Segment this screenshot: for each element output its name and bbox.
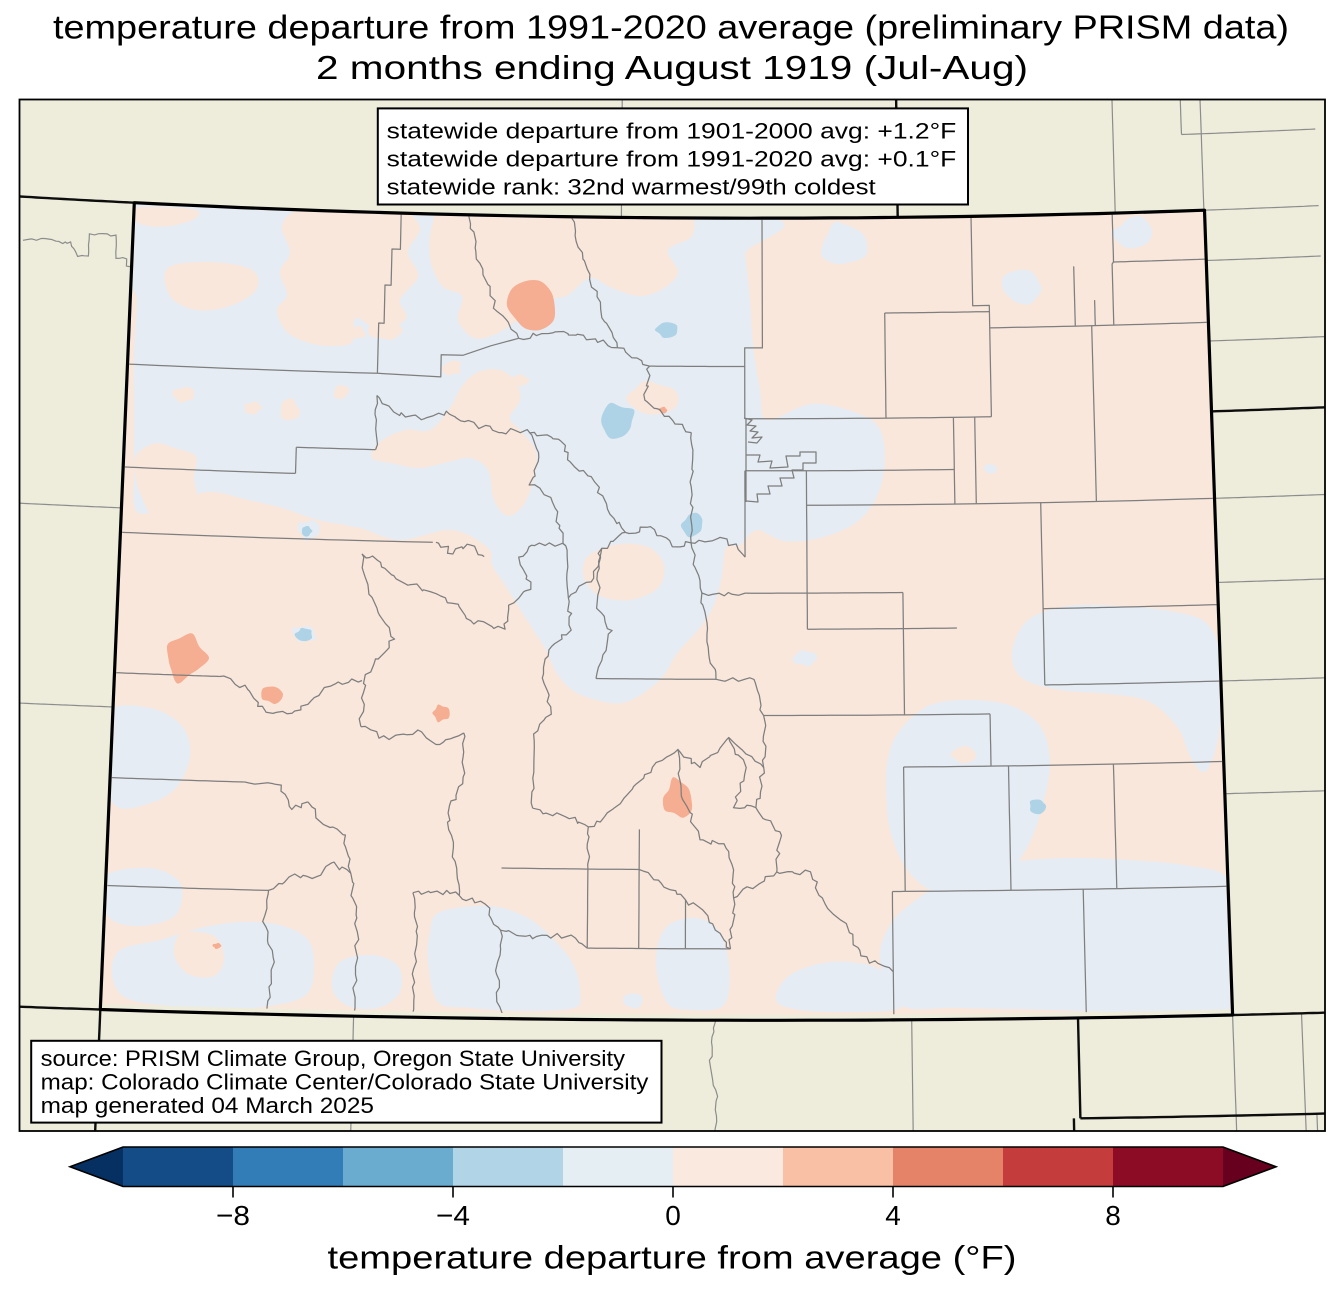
svg-text:−8: −8 [216,1200,250,1231]
svg-text:4: 4 [885,1200,901,1231]
svg-text:8: 8 [1105,1200,1121,1231]
svg-text:source: PRISM Climate Group, O: source: PRISM Climate Group, Oregon Stat… [41,1046,625,1071]
svg-text:0: 0 [665,1200,681,1231]
svg-text:map generated 04 March 2025: map generated 04 March 2025 [41,1093,374,1118]
svg-text:2 months ending August 1919 (J: 2 months ending August 1919 (Jul-Aug) [316,49,1028,86]
svg-text:map: Colorado Climate Center/C: map: Colorado Climate Center/Colorado St… [41,1069,649,1094]
svg-text:−4: −4 [436,1200,470,1231]
svg-text:statewide departure from 1991-: statewide departure from 1991-2020 avg: … [387,147,957,172]
svg-text:temperature departure from ave: temperature departure from average (°F) [328,1240,1017,1276]
svg-text:statewide departure from 1901-: statewide departure from 1901-2000 avg: … [387,119,957,144]
svg-text:statewide rank: 32nd warmest/9: statewide rank: 32nd warmest/99th coldes… [387,175,876,200]
svg-text:temperature departure from 199: temperature departure from 1991-2020 ave… [53,8,1289,45]
